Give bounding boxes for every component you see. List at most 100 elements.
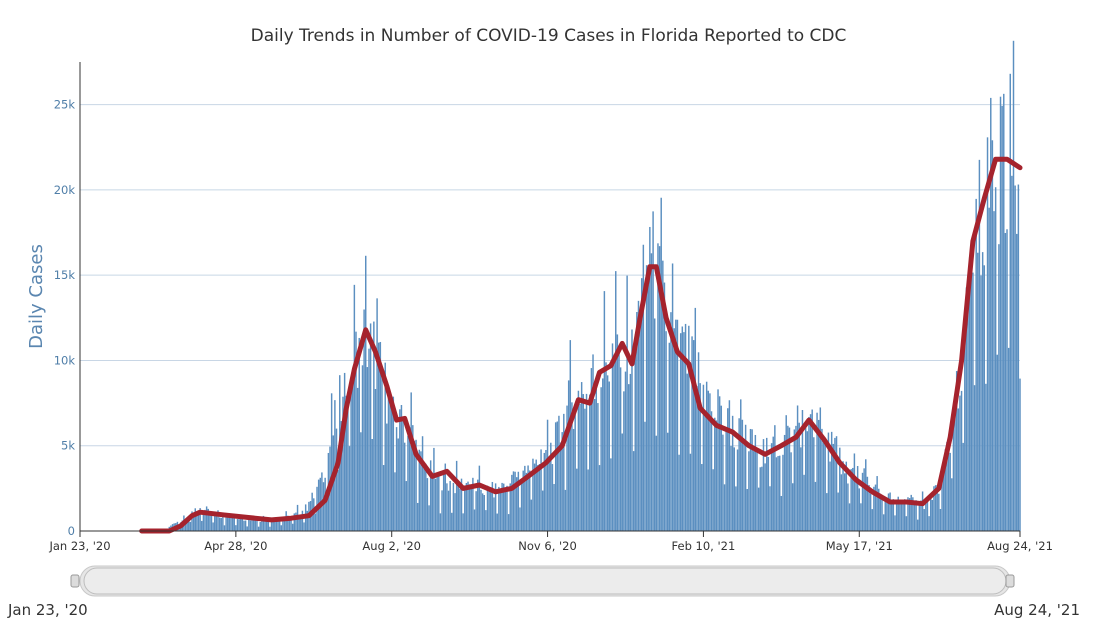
daily-case-bar [553, 484, 555, 531]
daily-case-bar [790, 452, 792, 531]
daily-case-bar [564, 489, 567, 531]
daily-case-bar [340, 421, 343, 531]
daily-case-bar [356, 387, 359, 531]
daily-case-bar [800, 447, 802, 531]
daily-case-bar [968, 257, 971, 531]
daily-case-bar [530, 499, 533, 531]
daily-case-bar [223, 525, 226, 531]
daily-case-bar [900, 502, 903, 531]
daily-case-bar [485, 510, 487, 531]
daily-case-bar [764, 463, 766, 531]
daily-case-bar [597, 403, 599, 531]
daily-case-bar [675, 319, 677, 531]
daily-case-bar [212, 522, 214, 531]
daily-case-bar [639, 327, 641, 531]
daily-case-bar [777, 455, 779, 531]
daily-case-bar [727, 408, 729, 531]
daily-case-bar [509, 483, 511, 531]
daily-case-bar [215, 515, 218, 531]
daily-case-bar [731, 415, 734, 531]
y-axis-title: Daily Cases [26, 244, 47, 349]
navigator-left-handle[interactable] [70, 574, 80, 588]
daily-case-bar [392, 396, 395, 531]
daily-case-bar [416, 502, 419, 531]
daily-case-bar [628, 384, 630, 531]
daily-case-bar [522, 470, 524, 531]
daily-case-bar [848, 503, 851, 531]
daily-case-bar [472, 477, 474, 531]
daily-case-bar [873, 486, 875, 531]
daily-case-bar [964, 316, 966, 531]
daily-case-bar [228, 513, 231, 531]
daily-case-bar [959, 395, 961, 531]
daily-case-bar [796, 405, 799, 531]
daily-case-bar [217, 510, 219, 531]
daily-case-bar [952, 418, 955, 531]
daily-case-bar [957, 408, 960, 531]
x-tick-label: Aug 24, '21 [987, 539, 1053, 553]
daily-case-bar [543, 452, 546, 531]
daily-case-bar [326, 497, 328, 531]
daily-case-bar [913, 501, 916, 531]
daily-case-bar [782, 454, 784, 531]
daily-case-bar [863, 468, 865, 531]
daily-case-bar [577, 390, 580, 531]
daily-case-bar [389, 393, 391, 531]
daily-case-bar [624, 371, 627, 531]
daily-case-bar [977, 252, 979, 531]
daily-case-bar [498, 486, 500, 531]
daily-case-bar [686, 373, 688, 531]
daily-case-bar [955, 371, 958, 531]
daily-case-bar [981, 252, 984, 531]
daily-case-bar [835, 436, 838, 531]
daily-case-bar [551, 464, 554, 531]
daily-case-bar [965, 287, 968, 531]
navigator-selection [83, 567, 1007, 595]
daily-case-bar [738, 418, 740, 531]
daily-case-bar [889, 492, 891, 531]
daily-case-bar [584, 408, 586, 531]
daily-case-bar [342, 396, 344, 531]
daily-case-bar [874, 484, 877, 531]
daily-case-bar [934, 485, 937, 531]
daily-case-bar [438, 472, 440, 531]
daily-case-bar [249, 520, 252, 531]
daily-case-bar [606, 375, 609, 531]
daily-case-bar [191, 511, 193, 531]
daily-case-bar [788, 427, 791, 531]
daily-case-bar [582, 394, 585, 531]
daily-case-bar [238, 519, 240, 531]
daily-case-bar [387, 397, 390, 531]
daily-case-bar [610, 458, 612, 531]
daily-case-bar [251, 517, 253, 531]
daily-case-bar [920, 500, 922, 531]
daily-case-bar [603, 291, 606, 531]
daily-case-bar [365, 255, 367, 531]
daily-case-bar [184, 520, 187, 531]
daily-case-bar [490, 487, 492, 531]
daily-case-bar [839, 447, 841, 531]
daily-case-bar [386, 423, 388, 531]
daily-case-bar [660, 197, 662, 531]
daily-case-bar [994, 187, 997, 531]
daily-case-bar [428, 505, 430, 531]
daily-case-bar [616, 334, 619, 531]
y-tick-label: 5k [61, 439, 75, 453]
daily-case-bar [545, 449, 547, 531]
x-tick-label: Nov 6, '20 [518, 539, 577, 553]
daily-case-bar [619, 367, 622, 531]
navigator-right-handle[interactable] [1005, 574, 1015, 588]
daily-case-bar [423, 465, 425, 531]
range-navigator[interactable] [70, 565, 1015, 597]
daily-case-bar [645, 265, 648, 531]
daily-case-bar [694, 307, 697, 531]
daily-case-bar [602, 378, 604, 531]
daily-case-bar [970, 270, 973, 531]
y-tick-label: 25k [54, 98, 76, 112]
daily-case-bar [683, 332, 685, 531]
daily-case-bar [718, 396, 721, 531]
daily-case-bar [879, 493, 882, 531]
daily-case-bar [766, 437, 768, 531]
daily-case-bar [480, 489, 482, 531]
